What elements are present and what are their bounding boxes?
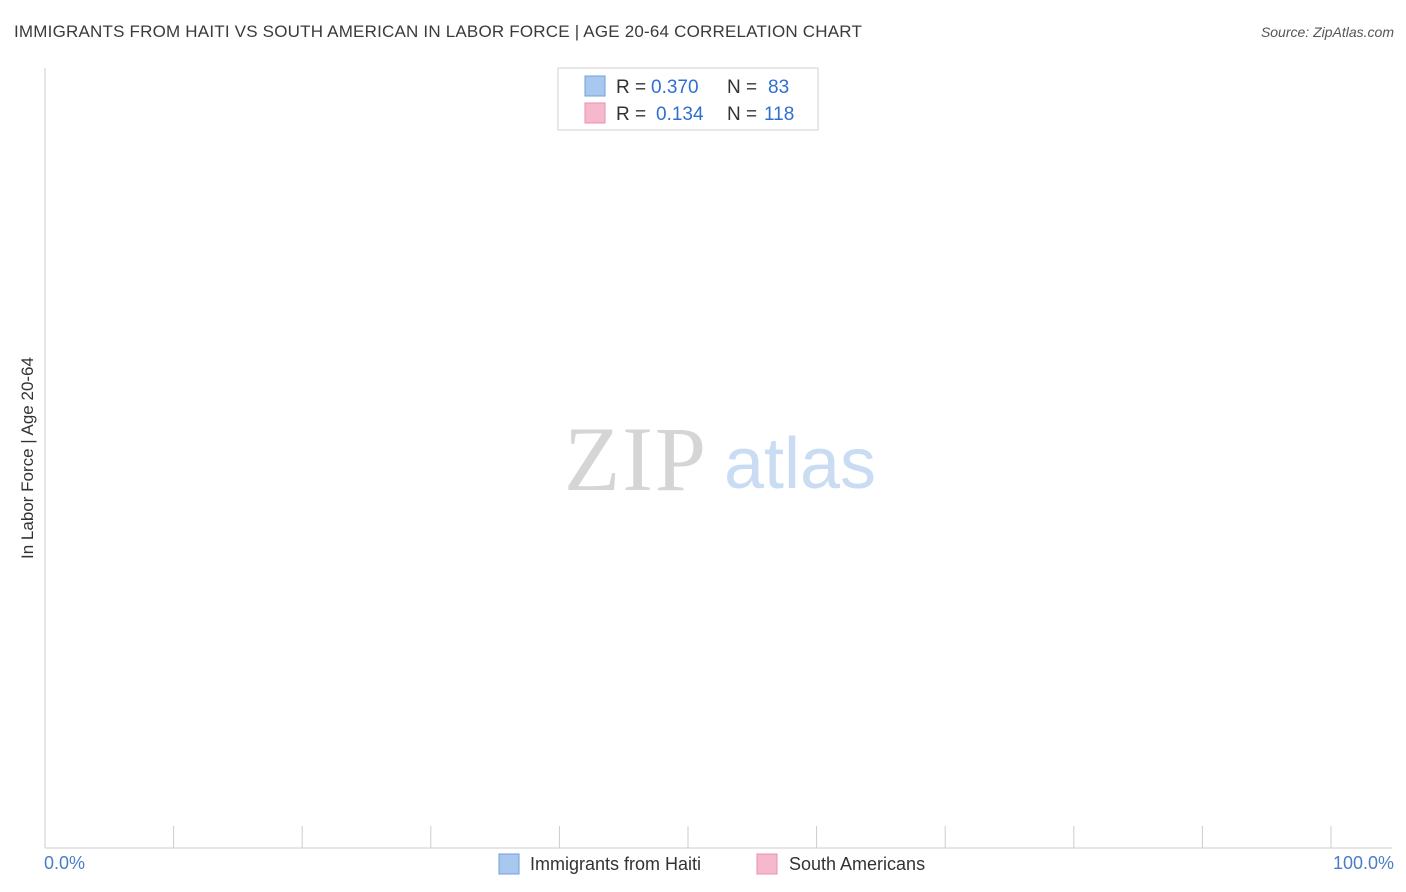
bottom-legend-swatch-haiti (498, 853, 520, 875)
legend-r-value-1: 0.370 (651, 77, 699, 98)
bottom-legend-label-south-americans: South Americans (789, 854, 925, 874)
legend-swatch-haiti (584, 75, 606, 97)
x-tick-label-min: 0.0% (44, 853, 85, 873)
legend-r-label-2: R = (616, 104, 646, 125)
tick-labels: 70.0%80.0%90.0%100.0%0.0%100.0% (44, 853, 1394, 873)
source-credit: Source: ZipAtlas.com (1260, 24, 1394, 40)
legend-n-value-2: 118 (764, 104, 794, 125)
bottom-legend-label-haiti: Immigrants from Haiti (530, 854, 701, 874)
correlation-legend: R = 0.370 N = 83 R = 0.134 N = 118 (557, 67, 819, 131)
bottom-legend-swatch-south-americans (756, 853, 778, 875)
chart-title: IMMIGRANTS FROM HAITI VS SOUTH AMERICAN … (14, 22, 863, 41)
legend-n-value-1: 83 (768, 77, 789, 98)
axes (44, 68, 1392, 849)
legend-n-label-2: N = (727, 104, 757, 125)
legend-r-value-2: 0.134 (656, 104, 704, 125)
watermark-zip: ZIP (564, 408, 708, 510)
series-legend: Immigrants from Haiti South Americans (498, 853, 925, 875)
legend-n-label-1: N = (727, 77, 757, 98)
x-tick-label-max: 100.0% (1333, 853, 1394, 873)
legend-swatch-south-americans (584, 102, 606, 124)
watermark-atlas: atlas (724, 424, 876, 504)
y-axis-label: In Labor Force | Age 20-64 (18, 357, 37, 559)
legend-r-label-1: R = (616, 77, 646, 98)
